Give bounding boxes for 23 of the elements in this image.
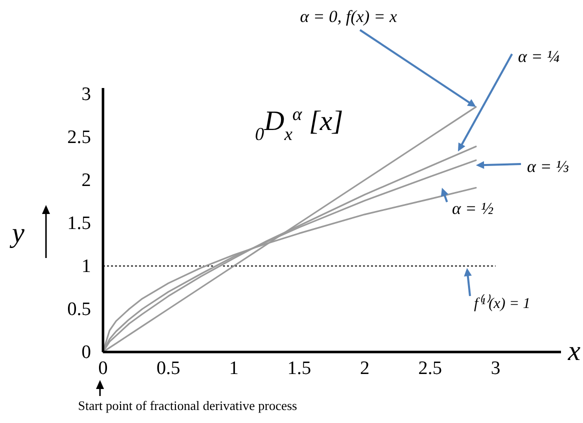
- x-tick-label: 2.5: [418, 358, 442, 379]
- y-tick-label: 0.5: [67, 299, 91, 320]
- ref-line-label: f⁽¹⁾(x) = 1: [474, 294, 530, 312]
- text: α = 0, f(x) = x: [300, 7, 398, 26]
- x-tick-label: 2: [360, 358, 370, 379]
- y-tick-label: 2: [82, 170, 91, 192]
- x-tick-label: 1.5: [287, 358, 312, 379]
- y-tick-label: 1.5: [67, 213, 91, 234]
- y-tick-label: 0: [82, 342, 91, 363]
- y-tick-label: 1: [82, 256, 91, 278]
- text: α = ¼: [518, 47, 560, 66]
- text: $_{0}$D$_{x}$$^{α}$ [x]: [255, 104, 344, 144]
- x-tick-label: 3: [490, 358, 500, 379]
- y-axis-title: y: [9, 218, 25, 249]
- text: α = ⅓: [527, 157, 569, 176]
- y-tick-label: 2.5: [67, 127, 91, 148]
- x-axis-title: x: [567, 336, 581, 367]
- x-tick-label: 0: [98, 358, 108, 379]
- y-tick-label: 3: [82, 84, 91, 106]
- series-label: α = ½: [452, 199, 494, 218]
- text: Start point of fractional derivative process: [78, 398, 298, 413]
- x-tick-label: 1: [229, 358, 239, 379]
- x-tick-label: 0.5: [156, 358, 180, 379]
